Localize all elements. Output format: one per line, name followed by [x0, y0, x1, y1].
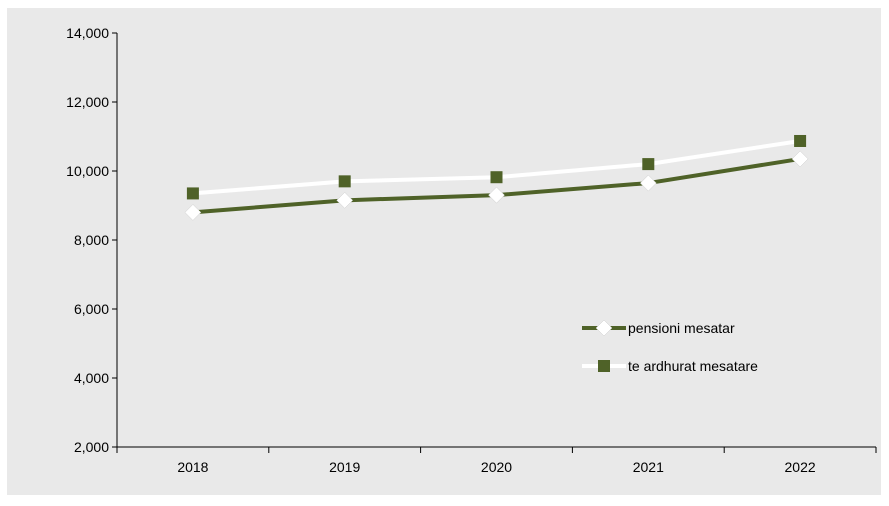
series-pensioni-mesatar [184, 150, 809, 221]
x-tick-label: 2018 [177, 459, 208, 475]
data-point [642, 158, 655, 171]
y-tick-label: 4,000 [74, 370, 109, 386]
legend-item: te ardhurat mesatare [582, 358, 758, 374]
x-axis: 2018 2019 2020 2021 2022 [116, 446, 877, 475]
legend-label: pensioni mesatar [628, 320, 735, 336]
legend: pensioni mesatar te ardhurat mesatare [582, 319, 758, 374]
y-tick-label: 6,000 [74, 301, 109, 317]
x-tick-label: 2019 [329, 459, 360, 475]
data-point [184, 204, 202, 221]
y-tick-label: 10,000 [66, 163, 109, 179]
data-point [639, 174, 657, 192]
y-tick-label: 12,000 [66, 94, 109, 110]
y-tick-label: 8,000 [74, 232, 109, 248]
y-axis: 2,000 4,000 6,000 8,000 10,000 12,000 14,000 [66, 25, 118, 455]
legend-label: te ardhurat mesatare [628, 358, 758, 374]
data-point [490, 171, 503, 184]
x-tick-label: 2022 [785, 459, 816, 475]
data-point [488, 186, 505, 204]
data-point [794, 134, 807, 147]
chart-area-background [7, 8, 881, 495]
data-point [186, 187, 199, 200]
y-tick-label: 14,000 [66, 25, 109, 41]
y-tick-label: 2,000 [74, 439, 109, 455]
series-layer [184, 134, 809, 221]
data-point [336, 191, 354, 209]
data-point [598, 360, 610, 372]
series-te-ardhurat-mesatare [186, 134, 807, 200]
data-point [338, 175, 351, 188]
data-point [595, 319, 613, 337]
data-point [791, 150, 809, 168]
x-tick-label: 2021 [633, 459, 664, 475]
x-tick-label: 2020 [481, 459, 512, 475]
legend-item: pensioni mesatar [582, 319, 735, 337]
